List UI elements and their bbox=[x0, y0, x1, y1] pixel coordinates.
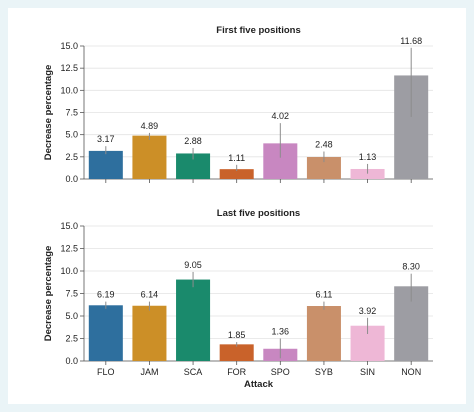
chart-canvas: First five positions Decrease percentage 0… bbox=[43, 25, 433, 390]
value-label: 2.88 bbox=[184, 136, 202, 146]
x-tick-label: NON bbox=[401, 367, 421, 377]
bar-for bbox=[219, 344, 254, 361]
panel-title: First five positions bbox=[216, 25, 300, 36]
bar-syb bbox=[306, 306, 341, 361]
bar-jam bbox=[132, 305, 167, 361]
bar-jam bbox=[132, 135, 167, 179]
value-label: 1.36 bbox=[272, 327, 290, 337]
value-label: 1.13 bbox=[359, 152, 377, 162]
x-tick-label: FOR bbox=[227, 367, 246, 377]
y-tick-label: 2.5 bbox=[65, 152, 78, 162]
y-tick-label: 0.0 bbox=[65, 356, 78, 366]
x-tick-label: SCA bbox=[184, 367, 203, 377]
y-tick-label: 10.0 bbox=[60, 266, 78, 276]
y-axis-label: Decrease percentage bbox=[43, 246, 54, 342]
value-label: 6.11 bbox=[316, 290, 333, 300]
value-label: 1.85 bbox=[228, 330, 246, 340]
bar-for bbox=[219, 169, 254, 179]
bar-sca bbox=[176, 279, 211, 361]
value-label: 3.92 bbox=[359, 306, 377, 316]
y-tick-label: 12.5 bbox=[60, 63, 78, 73]
figure: First five positions Decrease percentage 0… bbox=[8, 8, 466, 404]
x-tick-label: JAM bbox=[140, 367, 158, 377]
y-tick-label: 15.0 bbox=[60, 221, 78, 231]
x-tick-label: FLO bbox=[97, 367, 115, 377]
panel-first-five: First five positions Decrease percentage 0… bbox=[43, 25, 433, 184]
panel-last-five: Last five positions Decrease percentage 0.… bbox=[43, 208, 433, 390]
y-tick-label: 7.5 bbox=[65, 108, 78, 118]
bar-syb bbox=[306, 157, 341, 179]
y-tick-label: 12.5 bbox=[60, 244, 78, 254]
x-tick-label: SPO bbox=[271, 367, 290, 377]
bar-flo bbox=[88, 305, 123, 361]
value-label: 2.48 bbox=[315, 140, 333, 150]
value-label: 6.19 bbox=[97, 290, 115, 300]
value-label: 11.68 bbox=[400, 36, 422, 46]
value-label: 9.05 bbox=[184, 260, 202, 270]
y-tick-label: 10.0 bbox=[60, 85, 78, 95]
bar-flo bbox=[88, 150, 123, 179]
value-label: 3.17 bbox=[97, 134, 115, 144]
x-tick-label: SIN bbox=[360, 367, 375, 377]
y-tick-label: 5.0 bbox=[65, 311, 78, 321]
value-label: 4.02 bbox=[272, 111, 290, 121]
panel-title: Last five positions bbox=[217, 208, 300, 219]
y-tick-label: 2.5 bbox=[65, 334, 78, 344]
x-tick-label: SYB bbox=[315, 367, 333, 377]
y-tick-label: 5.0 bbox=[65, 130, 78, 140]
value-label: 8.30 bbox=[402, 262, 420, 272]
y-tick-label: 15.0 bbox=[60, 41, 78, 51]
y-tick-label: 7.5 bbox=[65, 289, 78, 299]
value-label: 4.89 bbox=[141, 121, 159, 131]
bar-sin bbox=[350, 168, 385, 179]
value-label: 1.11 bbox=[228, 153, 245, 163]
x-axis-label: Attack bbox=[244, 379, 274, 390]
y-axis-label: Decrease percentage bbox=[43, 65, 54, 161]
value-label: 6.14 bbox=[141, 290, 159, 300]
y-tick-label: 0.0 bbox=[65, 174, 78, 184]
